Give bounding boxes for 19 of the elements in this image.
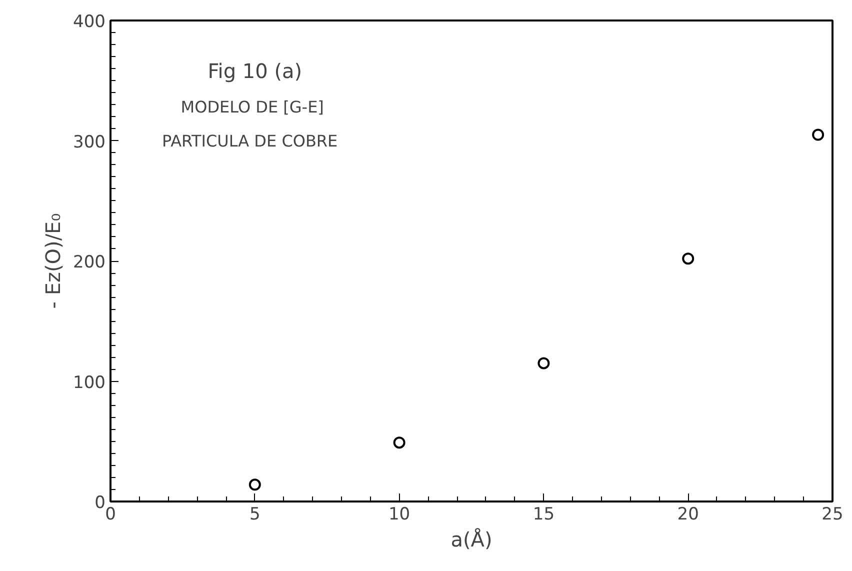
x-tick-label: 15 xyxy=(532,504,555,524)
y-tick-label: 400 xyxy=(73,12,106,32)
y-axis-title: - Ez(O)/E₀ xyxy=(41,213,66,309)
point xyxy=(682,252,694,265)
point xyxy=(393,436,406,449)
annotation: Fig 10 (a) xyxy=(208,59,302,84)
point xyxy=(248,478,261,491)
x-tick-label: 10 xyxy=(388,504,410,524)
point xyxy=(538,357,550,370)
x-tick-label: 20 xyxy=(677,504,699,524)
point xyxy=(812,128,824,141)
x-tick-label: 25 xyxy=(822,504,844,524)
y-tick-label: 300 xyxy=(73,132,106,152)
x-axis-title: a(Å) xyxy=(450,528,492,552)
annotation: PARTICULA DE COBRE xyxy=(162,131,338,150)
y-tick-label: 200 xyxy=(73,252,106,272)
annotation: MODELO DE [G-E] xyxy=(180,98,324,117)
y-tick-label: 100 xyxy=(73,372,106,393)
x-tick-label: 5 xyxy=(249,504,260,524)
